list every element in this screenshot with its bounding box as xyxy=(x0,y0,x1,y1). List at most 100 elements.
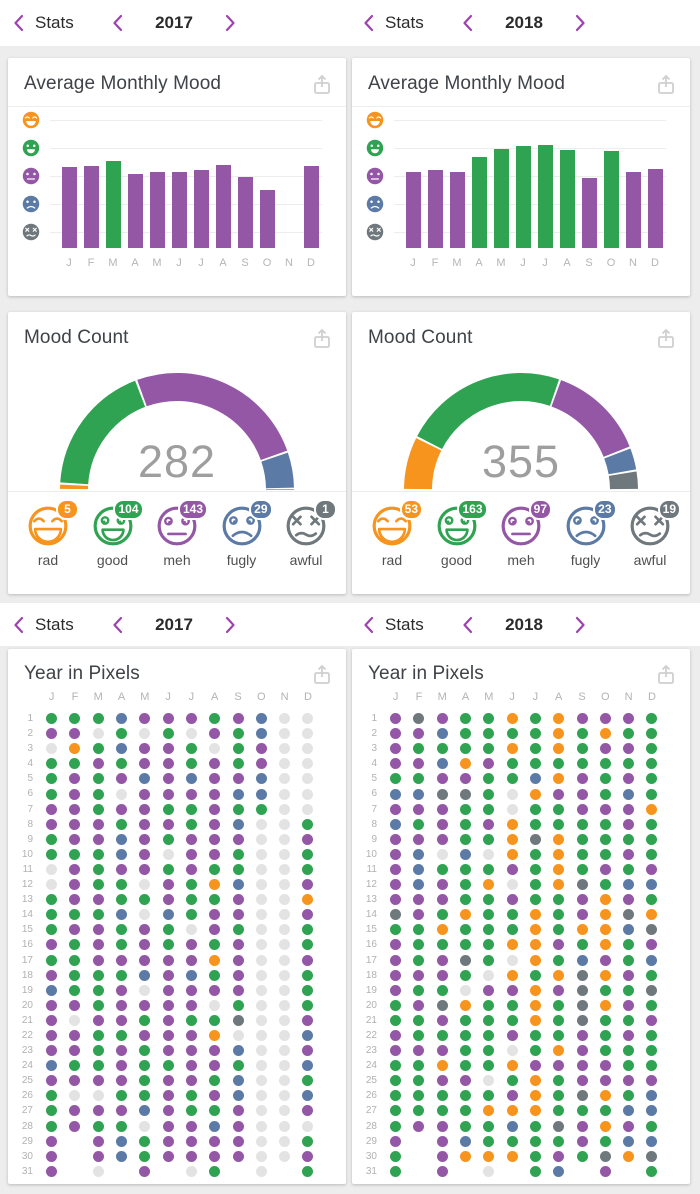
pixel-day xyxy=(162,1105,174,1117)
day-number: 26 xyxy=(21,1090,33,1102)
next-year-button[interactable] xyxy=(575,616,586,634)
pixel-day xyxy=(553,969,565,981)
back-button[interactable]: Stats xyxy=(363,13,424,33)
pixel-day xyxy=(69,728,81,740)
total-entries-count: 355 xyxy=(481,436,561,487)
prev-year-button[interactable] xyxy=(462,14,473,32)
pixel-day xyxy=(139,788,151,800)
prev-year-button[interactable] xyxy=(462,616,473,634)
pixel-day xyxy=(576,1120,588,1132)
bar-slot xyxy=(512,120,534,248)
month-bar xyxy=(105,161,121,248)
card-title: Mood Count xyxy=(24,327,129,348)
share-icon[interactable] xyxy=(654,663,678,687)
bar-slot xyxy=(402,120,424,248)
pixel-day xyxy=(506,728,518,740)
pixel-day xyxy=(232,833,244,845)
pixel-day xyxy=(576,848,588,860)
month-bar xyxy=(515,146,531,248)
day-number: 4 xyxy=(371,758,377,770)
pixel-day xyxy=(279,758,291,770)
pixel-day xyxy=(460,1060,472,1072)
pixel-day xyxy=(506,773,518,785)
pixel-day xyxy=(623,1090,635,1102)
pixel-day xyxy=(116,863,128,875)
pixel-day xyxy=(46,1090,58,1102)
back-button[interactable]: Stats xyxy=(13,13,74,33)
month-bar xyxy=(449,172,465,248)
pixel-day xyxy=(599,818,611,830)
pixel-day xyxy=(576,1150,588,1162)
share-icon[interactable] xyxy=(310,73,334,97)
mood-count-badge: 1 xyxy=(314,499,337,520)
prev-year-button[interactable] xyxy=(112,616,123,634)
pixel-day xyxy=(460,863,472,875)
pixel-day xyxy=(302,713,314,725)
pixel-day xyxy=(255,713,267,725)
mid-header-row: Stats 2017 Stats 2018 xyxy=(0,603,700,646)
share-icon[interactable] xyxy=(310,327,334,351)
pixel-day xyxy=(139,1150,151,1162)
pixel-day xyxy=(139,894,151,906)
pixel-day xyxy=(139,818,151,830)
pixel-day xyxy=(646,803,658,815)
pixel-day xyxy=(460,1105,472,1117)
share-icon[interactable] xyxy=(654,73,678,97)
pixel-day xyxy=(576,1135,588,1147)
pixel-day xyxy=(162,1120,174,1132)
day-number: 8 xyxy=(371,818,377,830)
pixel-day xyxy=(92,1045,104,1057)
mood-count-badge: 23 xyxy=(593,499,617,520)
next-year-button[interactable] xyxy=(575,14,586,32)
back-button[interactable]: Stats xyxy=(13,615,74,635)
face-wrap: 163 xyxy=(435,499,488,548)
pixel-day xyxy=(162,879,174,891)
back-label: Stats xyxy=(35,614,74,634)
pixel-day xyxy=(646,924,658,936)
mood-count-badge: 19 xyxy=(657,499,681,520)
pixel-day xyxy=(529,848,541,860)
pixel-day xyxy=(646,939,658,951)
pixel-day xyxy=(460,788,472,800)
pixel-day xyxy=(529,803,541,815)
next-year-button[interactable] xyxy=(225,14,236,32)
pixel-day xyxy=(139,954,151,966)
pixel-day xyxy=(162,924,174,936)
pixel-day xyxy=(483,803,495,815)
pixel-day xyxy=(255,833,267,845)
pixel-day xyxy=(436,1090,448,1102)
day-number: 31 xyxy=(365,1165,377,1177)
pixel-day xyxy=(255,728,267,740)
pixel-day xyxy=(232,788,244,800)
pixel-day xyxy=(506,1075,518,1087)
pixel-day xyxy=(436,939,448,951)
pixel-day xyxy=(576,833,588,845)
header-2017: Stats 2017 xyxy=(0,603,350,646)
pixel-day xyxy=(436,1014,448,1026)
year-label: 2018 xyxy=(505,13,543,32)
pixel-day xyxy=(185,954,197,966)
pixel-day xyxy=(139,1030,151,1042)
pixels-month-label: O xyxy=(257,691,266,703)
pixel-day xyxy=(390,848,402,860)
next-year-button[interactable] xyxy=(225,616,236,634)
prev-year-button[interactable] xyxy=(112,14,123,32)
divider xyxy=(8,106,346,107)
pixel-day xyxy=(576,1105,588,1117)
pixel-day xyxy=(92,999,104,1011)
pixel-day xyxy=(623,863,635,875)
bar-slot xyxy=(644,120,666,248)
pixel-day xyxy=(279,969,291,981)
bar-slot xyxy=(212,120,234,248)
pixel-day xyxy=(553,758,565,770)
pixel-day xyxy=(279,924,291,936)
share-icon[interactable] xyxy=(654,327,678,351)
pixel-day xyxy=(185,1060,197,1072)
pixel-day xyxy=(599,1060,611,1072)
fugly-face-icon xyxy=(222,506,261,546)
pixel-day xyxy=(279,863,291,875)
share-icon[interactable] xyxy=(310,663,334,687)
pixel-day xyxy=(255,894,267,906)
pixel-day xyxy=(46,773,58,785)
back-button[interactable]: Stats xyxy=(363,615,424,635)
